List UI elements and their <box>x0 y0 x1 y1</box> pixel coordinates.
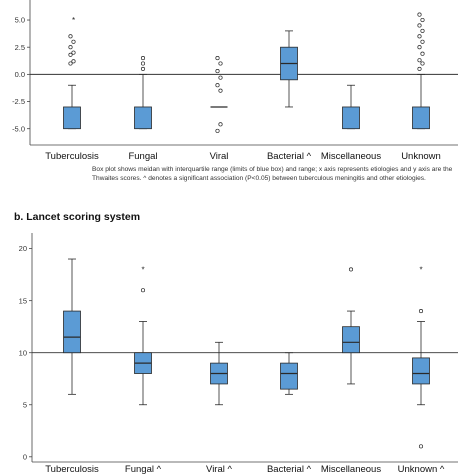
box-group <box>280 30 298 108</box>
outlier-point <box>215 56 220 61</box>
iqr-box <box>412 106 430 130</box>
x-category-label: Unknown <box>401 151 441 162</box>
outlier-point <box>68 52 73 57</box>
outlier-point <box>218 61 223 66</box>
iqr-box <box>63 106 81 130</box>
outlier-point <box>348 267 354 272</box>
y-tick-label: -2.5 <box>12 97 25 106</box>
x-category-label: Unknown ^ <box>398 464 445 474</box>
iqr-box <box>280 362 298 390</box>
outlier-point <box>417 12 422 17</box>
iqr-box <box>63 310 81 354</box>
y-tick-label: 15 <box>19 296 27 305</box>
iqr-box <box>342 106 360 130</box>
outlier-point <box>68 34 73 39</box>
x-category-label: Fungal <box>128 151 157 162</box>
iqr-box <box>412 357 430 385</box>
outlier-point <box>71 39 76 44</box>
outlier-point <box>417 66 422 71</box>
outlier-point <box>68 45 73 50</box>
y-tick-label: 5.0 <box>15 16 25 25</box>
outlier-point <box>215 69 220 74</box>
outlier-point <box>71 50 76 55</box>
y-tick-label: 5 <box>23 400 27 409</box>
outlier-point <box>215 83 220 88</box>
box-group <box>63 258 81 395</box>
y-tick-label: 10 <box>19 348 27 357</box>
box-group <box>342 310 360 385</box>
outlier-point <box>140 56 146 61</box>
x-category-label: Fungal ^ <box>125 464 162 474</box>
box-group <box>412 321 430 406</box>
outlier-point <box>218 122 223 127</box>
outlier-point <box>417 23 422 28</box>
x-category-label: Tuberculosis <box>45 464 99 474</box>
outlier-point <box>418 309 424 314</box>
outlier-point <box>420 39 425 44</box>
box-group <box>342 84 360 130</box>
figure-caption: Box plot shows meidan with interquartile… <box>92 166 453 182</box>
lancet-score-boxplot: 0 5 10 15 20 * * Tuberculosis Fungal ^ Viral ^ Bac… <box>19 233 458 474</box>
box-group <box>134 73 152 130</box>
box-group <box>210 341 228 406</box>
iqr-box <box>342 326 360 354</box>
y-tick-label: -5.0 <box>12 124 25 133</box>
x-category-label: Tuberculosis <box>45 151 99 162</box>
x-category-label: Viral ^ <box>206 464 232 474</box>
outlier-point <box>68 61 73 66</box>
outlier-point <box>420 61 425 66</box>
y-tick-label: 0 <box>23 452 27 461</box>
extreme-outlier-star: * <box>72 16 75 25</box>
outlier-point <box>215 128 220 133</box>
outlier-point <box>140 66 146 71</box>
outlier-point <box>140 61 146 66</box>
outlier-point <box>140 288 146 293</box>
extreme-outlier-star: * <box>141 265 144 274</box>
outlier-point <box>417 58 422 63</box>
outlier-point <box>417 34 422 39</box>
outlier-point <box>420 51 425 56</box>
extreme-outlier-star: * <box>419 265 422 274</box>
outlier-point <box>71 59 76 64</box>
x-category-label: Miscellaneous <box>321 464 381 474</box>
box-group <box>63 84 81 130</box>
y-tick-label: 0.0 <box>15 70 25 79</box>
box-group <box>280 352 298 395</box>
outlier-point <box>218 88 223 93</box>
x-category-label: Bacterial ^ <box>267 151 312 162</box>
y-tick-label: 20 <box>19 244 27 253</box>
outlier-point <box>418 444 424 449</box>
x-category-label: Miscellaneous <box>321 151 381 162</box>
box-group <box>134 321 152 406</box>
iqr-box <box>134 106 152 130</box>
y-tick-label: 2.5 <box>15 43 25 52</box>
outlier-point <box>420 17 425 23</box>
thwaites-score-boxplot: -5.0 -2.5 0.0 2.5 5.0 * Tuberculosis Fungal Vira… <box>12 0 458 162</box>
x-category-label: Viral <box>210 151 229 162</box>
outlier-point <box>218 75 223 80</box>
outlier-point <box>420 28 425 33</box>
box-group <box>412 73 430 130</box>
x-category-label: Bacterial ^ <box>267 464 312 474</box>
section-heading: b. Lancet scoring system <box>14 211 141 223</box>
outlier-point <box>417 45 422 50</box>
